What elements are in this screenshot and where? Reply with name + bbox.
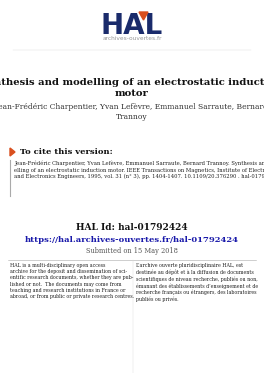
Polygon shape <box>139 12 148 20</box>
Text: Synthesis and modelling of an electrostatic induction
motor: Synthesis and modelling of an electrosta… <box>0 78 264 98</box>
Text: https://hal.archives-ouvertes.fr/hal-01792424: https://hal.archives-ouvertes.fr/hal-017… <box>25 236 239 244</box>
Text: Jean-Frédéric Charpentier, Yvan Lefèvre, Emmanuel Sarraute, Bernard
Trannoy: Jean-Frédéric Charpentier, Yvan Lefèvre,… <box>0 103 264 121</box>
Text: HAL is a multi-disciplinary open access
archive for the deposit and disseminatio: HAL is a multi-disciplinary open access … <box>10 263 134 299</box>
Text: Jean-Frédéric Charpentier, Yvan Lefèvre, Emmanuel Sarraute, Bernard Trannoy. Syn: Jean-Frédéric Charpentier, Yvan Lefèvre,… <box>14 161 264 179</box>
Polygon shape <box>10 148 15 156</box>
Text: L’archive ouverte pluridisciplinaire HAL, est
destinée au dépôt et à la diffusio: L’archive ouverte pluridisciplinaire HAL… <box>136 263 258 302</box>
Text: Submitted on 15 May 2018: Submitted on 15 May 2018 <box>86 247 178 255</box>
Text: HAL: HAL <box>101 12 163 40</box>
Text: HAL Id: hal-01792424: HAL Id: hal-01792424 <box>76 223 188 232</box>
Text: archives-ouvertes.fr: archives-ouvertes.fr <box>102 37 162 41</box>
Text: To cite this version:: To cite this version: <box>17 148 113 156</box>
